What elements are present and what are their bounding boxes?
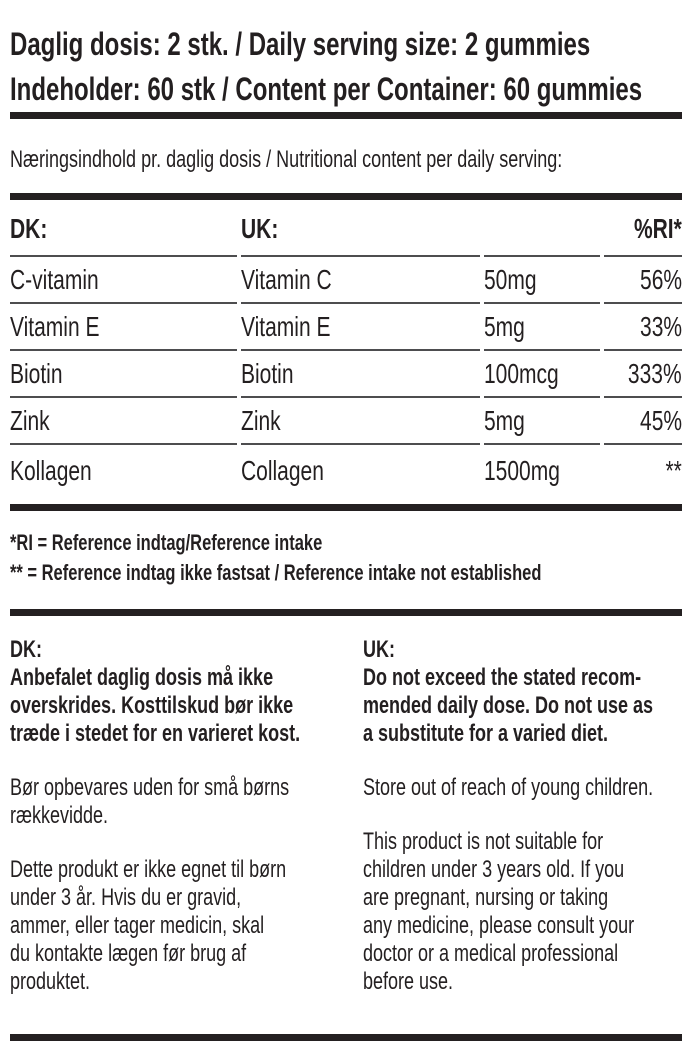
table-cell-uk-name: Biotin: [241, 351, 480, 398]
advisory-column-uk: UK: Do not exceed the stated recom- mend…: [363, 636, 692, 996]
nutrient-uk-text: Vitamin C: [241, 263, 332, 295]
advisory-dk-storage-text: Bør opbevares uden for små børns rækkevi…: [10, 774, 290, 829]
advisory-dk-heading-text: DK:: [10, 636, 42, 663]
table-cell-ri: 56%: [604, 257, 682, 304]
advisory-uk-heading: UK:: [363, 636, 692, 664]
nutrient-amount-text: 5mg: [484, 310, 525, 342]
column-header-dk-text: DK:: [10, 213, 48, 244]
advisory-dk-warning-text: Anbefalet daglig dosis må ikke overskrid…: [10, 664, 301, 747]
table-cell-dk-name: Biotin: [10, 351, 237, 398]
advisory-section: DK: Anbefalet daglig dosis må ikke overs…: [10, 636, 682, 996]
table-cell-uk-name: Vitamin C: [241, 257, 480, 304]
daily-serving-line: Daglig dosis: 2 stk. / Daily serving siz…: [10, 22, 682, 67]
advisory-uk-warning: Do not exceed the stated recom- mended d…: [363, 664, 692, 748]
advisory-uk-heading-text: UK:: [363, 636, 395, 663]
nutrient-ri-text: 56%: [639, 263, 682, 295]
nutrition-table: DK: UK: %RI* C-vitamin Vitamin C 50mg 56…: [10, 200, 682, 497]
nutrient-amount-text: 50mg: [484, 263, 537, 295]
table-cell-dk-name: Vitamin E: [10, 304, 237, 351]
advisory-column-dk: DK: Anbefalet daglig dosis må ikke overs…: [10, 636, 363, 996]
nutrient-dk-text: Biotin: [10, 357, 63, 389]
daily-serving-text: Daglig dosis: 2 stk. / Daily serving siz…: [10, 26, 591, 62]
nutrient-uk-text: Zink: [241, 404, 281, 436]
nutrient-amount-text: 100mcg: [484, 357, 559, 389]
advisory-uk-warning-text: Do not exceed the stated recom- mended d…: [363, 664, 654, 747]
divider-bar-above-table: [10, 193, 682, 200]
nutritional-content-subtitle: Næringsindhold pr. daglig dosis / Nutrit…: [10, 147, 682, 172]
table-cell-amount: 5mg: [484, 398, 600, 445]
table-cell-amount: 1500mg: [484, 445, 600, 497]
nutrient-dk-text: Kollagen: [10, 455, 92, 486]
nutrient-dk-text: Vitamin E: [10, 310, 100, 342]
column-header-uk: UK:: [241, 200, 480, 257]
divider-bar-bottom: [10, 1034, 682, 1041]
container-content-text: Indeholder: 60 stk / Content per Contain…: [10, 71, 643, 107]
divider-bar-top: [10, 112, 682, 119]
nutritional-content-text: Næringsindhold pr. daglig dosis / Nutrit…: [10, 146, 563, 173]
footnote-ri-text: *RI = Reference indtag/Reference intake: [10, 530, 323, 555]
advisory-uk-children-text: This product is not suitable for childre…: [363, 828, 635, 995]
serving-info-block: Daglig dosis: 2 stk. / Daily serving siz…: [10, 22, 682, 112]
advisory-uk-storage-text: Store out of reach of young children.: [363, 774, 654, 801]
table-cell-ri: 333%: [604, 351, 682, 398]
footnote-not-established-text: ** = Reference indtag ikke fastsat / Ref…: [10, 560, 542, 585]
nutrient-amount-text: 5mg: [484, 404, 525, 436]
container-content-line: Indeholder: 60 stk / Content per Contain…: [10, 67, 682, 112]
column-header-ri: %RI*: [604, 200, 682, 257]
divider-bar-below-table: [10, 504, 682, 511]
nutrient-amount-text: 1500mg: [484, 455, 560, 486]
table-cell-uk-name: Vitamin E: [241, 304, 480, 351]
table-cell-dk-name: Zink: [10, 398, 237, 445]
table-cell-amount: 100mcg: [484, 351, 600, 398]
table-cell-ri: 33%: [604, 304, 682, 351]
column-header-amount: [484, 200, 600, 257]
footnote-ri: *RI = Reference indtag/Reference intake: [10, 528, 682, 558]
nutrient-ri-text: **: [665, 455, 682, 486]
nutrient-ri-text: 333%: [628, 357, 682, 389]
table-cell-uk-name: Collagen: [241, 445, 480, 497]
nutrient-dk-text: C-vitamin: [10, 263, 99, 295]
advisory-uk-storage: Store out of reach of young children.: [363, 774, 692, 802]
nutrient-uk-text: Biotin: [241, 357, 294, 389]
advisory-dk-children-text: Dette produkt er ikke egnet til børn und…: [10, 856, 287, 995]
nutrient-ri-text: 33%: [639, 310, 682, 342]
table-cell-dk-name: Kollagen: [10, 445, 237, 497]
table-cell-ri: **: [604, 445, 682, 497]
table-cell-ri: 45%: [604, 398, 682, 445]
nutrient-uk-text: Vitamin E: [241, 310, 331, 342]
nutrient-uk-text: Collagen: [241, 455, 324, 486]
table-cell-uk-name: Zink: [241, 398, 480, 445]
reference-footnotes: *RI = Reference indtag/Reference intake …: [10, 528, 682, 588]
table-cell-amount: 50mg: [484, 257, 600, 304]
footnote-not-established: ** = Reference indtag ikke fastsat / Ref…: [10, 558, 682, 588]
nutrient-ri-text: 45%: [639, 404, 682, 436]
advisory-uk-children: This product is not suitable for childre…: [363, 828, 692, 996]
advisory-dk-heading: DK:: [10, 636, 363, 664]
advisory-dk-storage: Bør opbevares uden for små børns rækkevi…: [10, 774, 363, 830]
divider-bar-above-advisory: [10, 609, 682, 616]
advisory-dk-warning: Anbefalet daglig dosis må ikke overskrid…: [10, 664, 363, 748]
table-cell-amount: 5mg: [484, 304, 600, 351]
table-cell-dk-name: C-vitamin: [10, 257, 237, 304]
column-header-ri-text: %RI*: [634, 213, 682, 244]
nutrient-dk-text: Zink: [10, 404, 50, 436]
column-header-uk-text: UK:: [241, 213, 279, 244]
advisory-dk-children: Dette produkt er ikke egnet til børn und…: [10, 856, 363, 996]
column-header-dk: DK:: [10, 200, 237, 257]
